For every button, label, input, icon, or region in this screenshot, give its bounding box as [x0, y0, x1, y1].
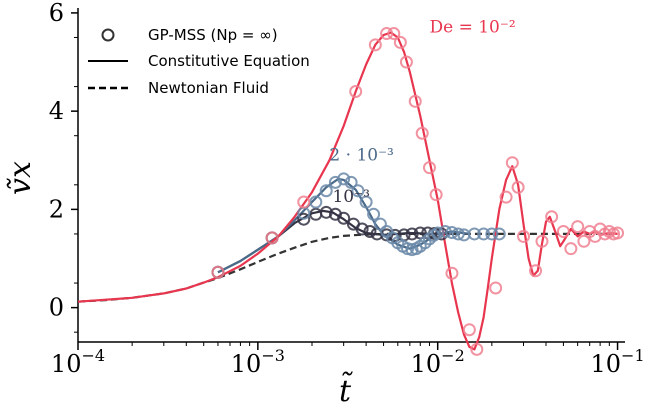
- y-axis-label: ṽx: [3, 161, 38, 195]
- gp-mss-point: [393, 35, 407, 49]
- gp-mss-point: [564, 242, 578, 256]
- gp-mss-point: [319, 184, 333, 198]
- gp-mss-point: [422, 161, 436, 175]
- gp-mss-point: [297, 195, 311, 209]
- gp-mss-point: [309, 195, 323, 209]
- series-annotation: 10⁻³: [332, 187, 369, 207]
- gp-mss-point: [467, 227, 481, 241]
- gp-mss-point: [505, 156, 519, 170]
- series-annotation: 2 · 10⁻³: [329, 145, 393, 165]
- x-ticks: 10−4 10−3 10−2 10−1: [51, 342, 645, 378]
- y-tick-label: 2: [49, 195, 64, 223]
- gp-mss-point: [470, 342, 484, 356]
- gp-mss-point: [337, 211, 351, 225]
- gp-mss-point: [408, 94, 422, 108]
- gp-mss-point: [319, 205, 333, 219]
- gp-mss-point: [351, 184, 365, 198]
- gp-mss-point: [211, 265, 225, 279]
- gp-mss-point: [445, 266, 459, 280]
- series-annotation: De = 10⁻²: [429, 18, 515, 38]
- gp-mss-point: [380, 27, 394, 41]
- gp-mss-point: [511, 180, 525, 194]
- gp-mss-point: [355, 222, 369, 236]
- x-axis-label: t̃: [339, 371, 354, 409]
- x-tick-label: 10−3: [231, 346, 285, 378]
- x-tick-exponent: −3: [261, 346, 285, 365]
- gp-mss-point: [517, 229, 531, 243]
- gp-mss-point: [344, 175, 358, 189]
- gp-mss-point: [492, 227, 506, 241]
- gp-mss-point: [431, 226, 445, 240]
- gp-mss-point: [577, 234, 591, 248]
- gp-mss-point: [415, 126, 429, 140]
- annotation-layer: De = 10⁻² 2 · 10⁻³ 10⁻³: [329, 18, 515, 207]
- gp-mss-point: [529, 264, 543, 278]
- gp-mss-point: [367, 207, 381, 221]
- gp-mss-point: [399, 55, 413, 69]
- x-tick-base: 10: [231, 350, 262, 378]
- x-tick-exponent: −1: [621, 346, 645, 365]
- gp-mss-point: [611, 226, 625, 240]
- legend-label-newtonian: Newtonian Fluid: [148, 79, 269, 97]
- gp-mss-point: [535, 234, 549, 248]
- series-layer: [77, 27, 625, 356]
- gp-mss-point: [405, 227, 419, 241]
- gp-mss-point: [489, 281, 503, 295]
- x-tick-label: 10−1: [590, 346, 644, 378]
- gp-mss-point: [545, 210, 559, 224]
- gp-mss-point: [337, 172, 351, 186]
- gp-mss-point: [499, 190, 513, 204]
- gp-mss-point: [485, 227, 499, 241]
- gp-mss-point: [368, 38, 382, 52]
- x-tick-base: 10: [411, 350, 442, 378]
- gp-mss-point: [328, 175, 342, 189]
- x-tick-base: 10: [590, 350, 621, 378]
- gp-mss-point: [477, 227, 491, 241]
- x-tick-exponent: −2: [441, 346, 465, 365]
- gp-mss-point: [265, 231, 279, 245]
- gp-mss-point: [451, 227, 465, 241]
- gp-mss-point: [571, 220, 585, 234]
- legend-label-constitutive: Constitutive Equation: [148, 52, 310, 70]
- gp-mss-point: [429, 188, 443, 202]
- y-tick-label: 4: [49, 97, 64, 125]
- gp-mss-point: [359, 195, 373, 209]
- gp-mss-point: [556, 224, 570, 238]
- gp-mss-point: [373, 217, 387, 231]
- legend-label-gp-mss: GP-MSS (Np = ∞): [148, 26, 278, 44]
- gp-mss-point: [297, 212, 311, 226]
- x-tick-exponent: −4: [81, 346, 105, 365]
- legend: GP-MSS (Np = ∞) Constitutive Equation Ne…: [88, 26, 310, 97]
- gp-mss-point: [445, 225, 459, 239]
- y-tick-label: 0: [49, 294, 64, 322]
- legend-marker-gp-mss: [101, 28, 115, 42]
- x-tick-label: 10−2: [411, 346, 465, 378]
- gp-mss-point: [462, 323, 476, 337]
- gp-mss-point: [349, 85, 363, 98]
- x-tick-label: 10−4: [51, 346, 105, 378]
- gp-mss-point: [438, 224, 452, 238]
- gp-mss-point: [387, 27, 401, 41]
- y-ticks: 0 2 4 6: [49, 0, 78, 333]
- y-tick-label: 6: [49, 0, 64, 27]
- gp-mss-point: [363, 224, 377, 238]
- x-tick-base: 10: [51, 350, 82, 378]
